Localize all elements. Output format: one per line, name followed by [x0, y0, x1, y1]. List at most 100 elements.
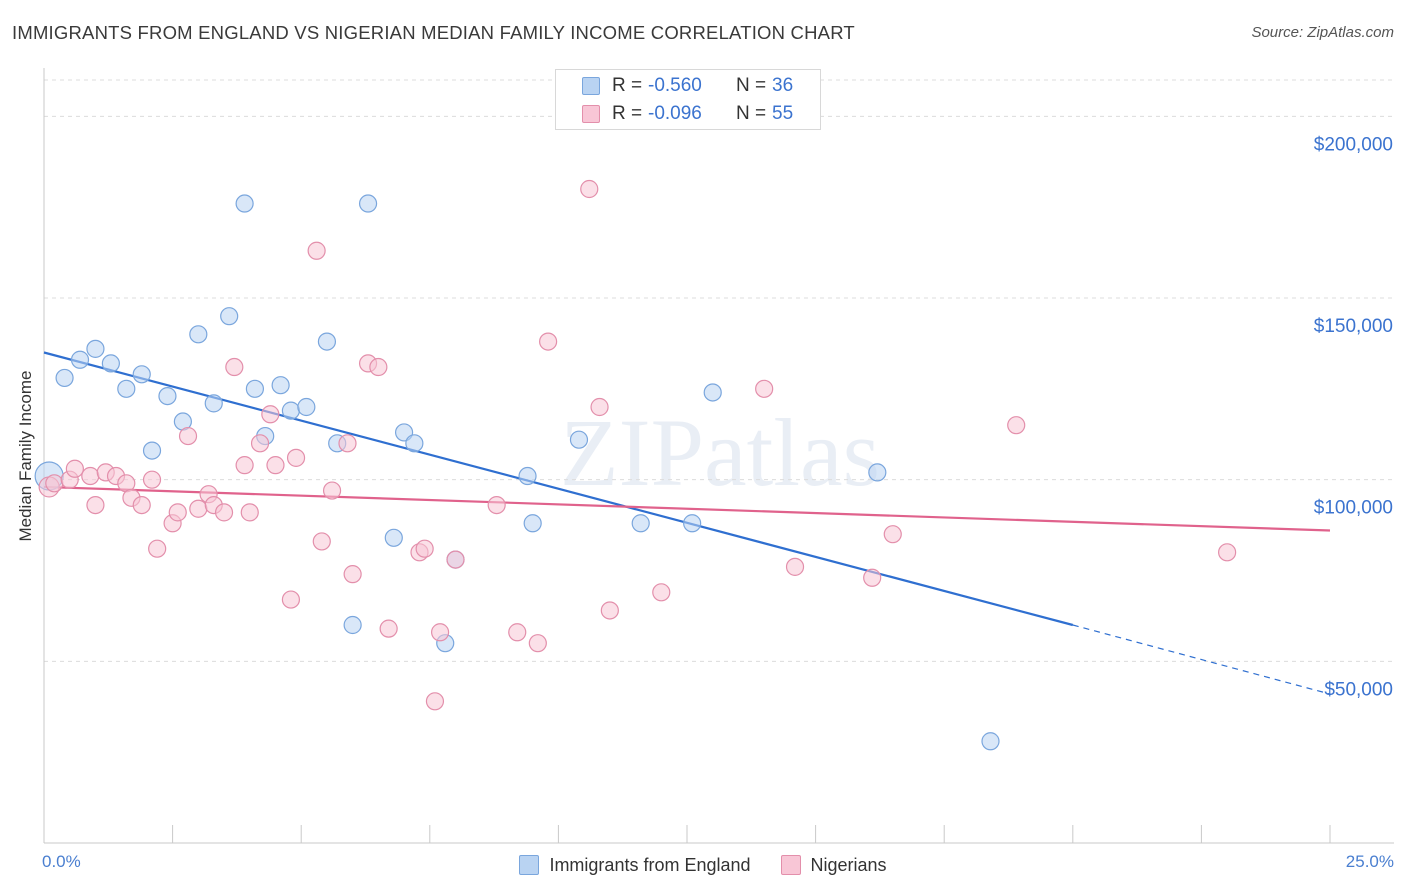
- england-point: [631, 514, 650, 533]
- nigerians-point: [65, 459, 84, 478]
- n-label: N =: [736, 75, 767, 96]
- nigerians-point: [785, 557, 805, 576]
- england-point: [523, 514, 542, 533]
- y-tick-label: $50,000: [1324, 679, 1393, 700]
- england-point: [569, 430, 589, 449]
- nigerians-point: [369, 357, 388, 377]
- england-point: [235, 194, 254, 213]
- nigerians-point: [148, 539, 167, 558]
- stats-row-england: R = -0.560 N = 36: [556, 72, 820, 100]
- england-swatch: [582, 77, 600, 95]
- nigerians-point: [266, 456, 285, 475]
- england-point: [281, 401, 301, 420]
- nigerians-point: [1007, 416, 1026, 435]
- england-point: [317, 332, 337, 351]
- england-legend-swatch: [519, 855, 540, 875]
- nigerians-point: [214, 503, 234, 522]
- legend-item-england[interactable]: Immigrants from England: [519, 852, 751, 878]
- n-value: 36: [772, 75, 794, 96]
- england-point: [142, 441, 162, 460]
- nigerians-point: [225, 357, 244, 377]
- nigerians-point: [600, 601, 619, 620]
- nigerians-trend-line: [43, 485, 1331, 532]
- stats-row-nigerians: R = -0.096 N = 55: [556, 100, 820, 128]
- x-tick-min: 0.0%: [42, 852, 81, 871]
- r-value: -0.096: [648, 103, 702, 124]
- y-tick-labels: $50,000 $100,000 $150,000 $200,000: [1314, 134, 1393, 700]
- nigerians-point: [755, 379, 774, 398]
- england-point: [101, 354, 120, 373]
- nigerians-point: [168, 503, 187, 522]
- nigerians-point: [86, 496, 105, 515]
- legend-item-nigerians[interactable]: Nigerians: [780, 852, 887, 878]
- y-tick-label: $150,000: [1314, 316, 1393, 337]
- nigerians-point: [430, 623, 450, 642]
- nigerians-point: [312, 532, 331, 551]
- england-trend-extension: [1072, 624, 1331, 695]
- r-label: R =: [612, 75, 643, 96]
- england-point: [204, 394, 223, 413]
- nigerians-point: [539, 332, 558, 351]
- nigerians-point: [863, 568, 882, 587]
- y-axis-label: Median Family Income: [16, 370, 35, 542]
- nigerians-point: [322, 481, 342, 500]
- r-value: -0.560: [648, 75, 702, 96]
- nigerians-legend-swatch: [780, 855, 801, 875]
- nigerians-point: [379, 619, 398, 638]
- nigerians-point: [1218, 543, 1237, 562]
- nigerians-point: [235, 456, 254, 475]
- nigerians-point: [343, 565, 362, 584]
- england-legend-label: Immigrants from England: [549, 854, 751, 875]
- nigerians-point: [132, 496, 151, 515]
- england-point: [343, 615, 362, 635]
- data-points: [34, 179, 1237, 751]
- england-point: [358, 194, 378, 213]
- england-point: [70, 350, 90, 369]
- r-label: R =: [612, 103, 643, 124]
- nigerians-point: [883, 525, 902, 544]
- england-point: [220, 307, 239, 326]
- nigerians-point: [281, 590, 301, 609]
- england-point: [683, 514, 702, 533]
- nigerians-point: [286, 448, 306, 467]
- england-point: [703, 383, 722, 402]
- nigerians-point: [446, 550, 465, 569]
- nigerians-point: [415, 539, 434, 558]
- nigerians-point: [261, 405, 280, 424]
- nigerians-point: [45, 474, 64, 493]
- nigerians-point: [338, 434, 357, 453]
- axes: [43, 68, 1394, 844]
- england-point: [297, 397, 316, 417]
- n-value: 55: [772, 103, 794, 124]
- england-point: [245, 379, 265, 398]
- y-tick-label: $200,000: [1314, 134, 1393, 155]
- england-point: [271, 376, 290, 395]
- england-point: [86, 339, 105, 358]
- nigerians-legend-label: Nigerians: [810, 854, 887, 875]
- england-point: [518, 466, 537, 486]
- nigerians-point: [81, 466, 100, 486]
- england-trend-line: [43, 351, 1074, 627]
- nigerians-point: [307, 241, 326, 260]
- y-tick-label: $100,000: [1314, 498, 1393, 519]
- england-point: [117, 379, 136, 398]
- england-point: [384, 528, 403, 547]
- source-label: Source: ZipAtlas.com: [1251, 24, 1394, 41]
- nigerians-point: [178, 426, 198, 446]
- england-point: [55, 368, 74, 388]
- nigerians-point: [240, 503, 259, 522]
- x-tick-max: 25.0%: [1345, 852, 1394, 871]
- nigerians-point: [590, 397, 609, 417]
- nigerians-point: [528, 634, 547, 653]
- nigerians-point: [142, 470, 162, 489]
- chart-title: IMMIGRANTS FROM ENGLAND VS NIGERIAN MEDI…: [12, 22, 855, 43]
- england-point: [981, 732, 1000, 751]
- nigerians-swatch: [582, 105, 600, 123]
- n-label: N =: [736, 103, 767, 124]
- england-point: [158, 387, 177, 406]
- stats-legend: R = -0.560 N = 36 R = -0.096 N = 55: [555, 69, 821, 130]
- england-point: [132, 365, 151, 384]
- nigerians-point: [580, 179, 599, 199]
- england-point: [405, 434, 424, 453]
